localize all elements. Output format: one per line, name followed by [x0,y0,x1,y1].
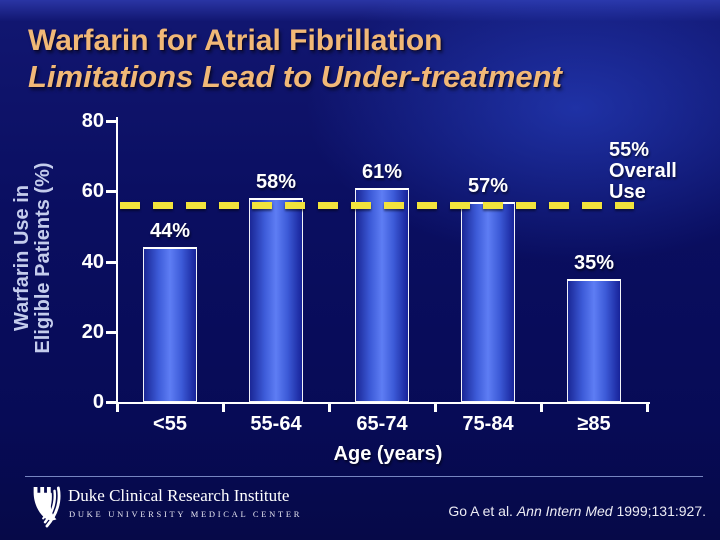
y-tick-label: 0 [92,391,104,413]
bar [249,198,303,402]
footer-divider [25,476,703,477]
y-axis-line [116,117,118,404]
citation-pages: 1999;131:927. [612,503,706,519]
title-line-2: Limitations Lead to Under-treatment [28,59,562,94]
institute-subtitle: DUKE UNIVERSITY MEDICAL CENTER [69,509,303,519]
bar-value-label: 57% [467,175,509,197]
x-category-label: ≥85 [577,413,611,435]
bar [355,188,409,402]
y-tick [106,120,117,123]
y-tick [106,190,117,194]
x-tick [116,402,119,412]
overall-use-label: 55% Overall Use [609,140,677,203]
bar-value-label: 35% [573,252,615,274]
x-tick [434,402,437,412]
institute-name: Duke Clinical Research Institute [68,486,290,505]
bar [567,279,621,402]
y-axis-title-line2: Eligible Patients (%) [32,162,54,354]
slide-title: Warfarin for Atrial Fibrillation Limitat… [28,24,562,95]
y-tick-label: 20 [81,320,104,343]
bar-value-label: 44% [149,220,191,242]
x-axis-line [116,402,650,404]
y-tick-label: 80 [81,110,104,132]
x-tick [646,402,649,412]
overall-use-reference-line [120,202,634,209]
title-line-1: Warfarin for Atrial Fibrillation [28,24,443,57]
x-category-label: 65-74 [356,413,408,435]
bar-value-label: 61% [361,161,403,183]
x-tick [328,402,331,412]
y-tick [106,330,117,334]
overall-use-label-line: 55% [609,139,650,161]
citation-authors: Go A et al. [448,503,517,519]
x-tick [540,402,543,412]
citation-journal: Ann Intern Med [516,503,613,519]
x-tick [222,402,225,412]
overall-use-label-line: Overall [609,160,677,182]
duke-shield-logo [33,486,61,528]
x-category-label: <55 [153,413,187,435]
bar [461,202,515,402]
x-category-label: 55-64 [250,413,302,435]
bar [143,247,197,402]
y-tick-label: 40 [81,250,104,273]
bar-value-label: 58% [255,171,297,193]
y-axis-title: Warfarin Use in Eligible Patients (%) [11,162,54,354]
y-tick [106,401,117,404]
citation: Go A et al. Ann Intern Med 1999;131:927. [448,503,706,519]
x-axis-title: Age (years) [333,443,443,465]
x-category-label: 75-84 [462,413,514,435]
y-tick-label: 60 [81,180,104,203]
y-tick [106,260,117,264]
y-axis-title-line1: Warfarin Use in [11,185,33,331]
overall-use-label-line: Use [609,181,646,203]
